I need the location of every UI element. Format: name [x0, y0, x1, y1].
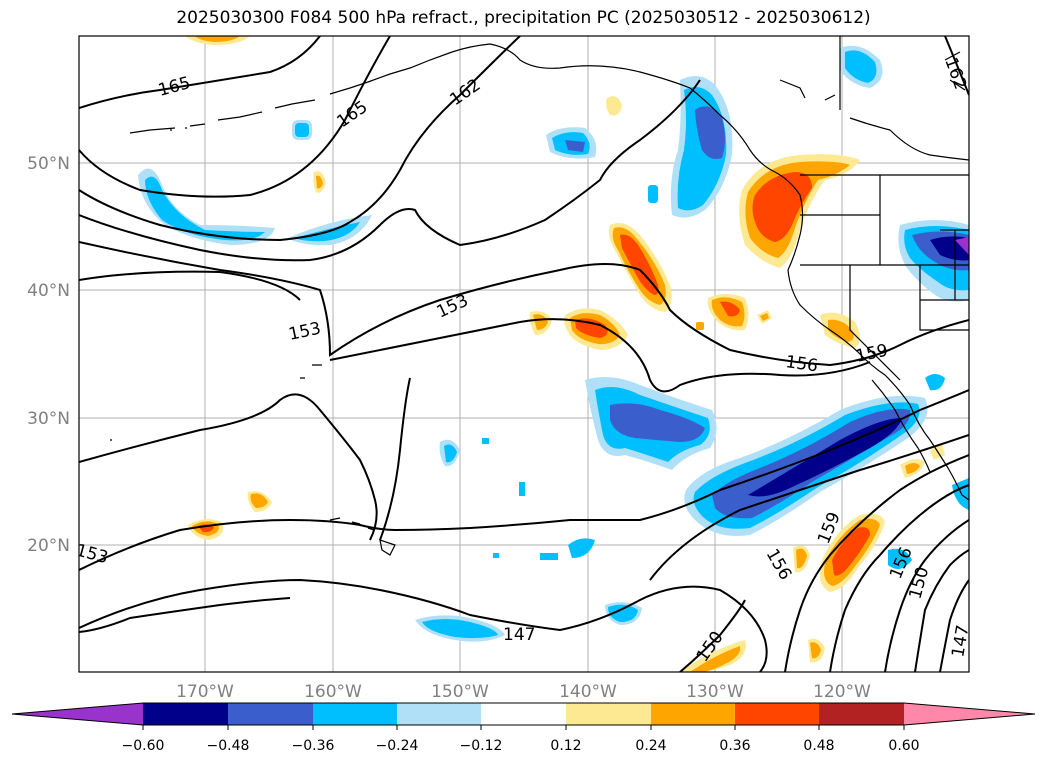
- contour-label: 156: [784, 352, 819, 376]
- colorbar-bin: [481, 703, 566, 725]
- colorbar-bin: [819, 703, 904, 725]
- lon-label-140w: 140°W: [559, 682, 617, 702]
- precip-negative-shading: [138, 45, 969, 642]
- colorbar-bin: [228, 703, 313, 725]
- colorbar-extend-low: [12, 703, 143, 725]
- colorbar-tick-label: −0.12: [460, 738, 503, 754]
- lat-labels: 50°N 40°N 30°N 20°N: [27, 154, 70, 556]
- lat-label-50n: 50°N: [27, 154, 70, 174]
- map-border: [78, 35, 970, 673]
- colorbar-tick-label: 0.24: [635, 738, 666, 754]
- colorbar-bin: [651, 703, 735, 725]
- colorbar-tick-label: 0.36: [719, 738, 750, 754]
- colorbar-tick-label: 0.48: [803, 738, 834, 754]
- colorbar-tick-label: −0.24: [376, 738, 419, 754]
- colorbar-tick-label: −0.48: [207, 738, 250, 754]
- lon-label-170w: 170°W: [176, 682, 234, 702]
- lon-label-150w: 150°W: [431, 682, 489, 702]
- colorbar-tick-label: −0.36: [292, 738, 335, 754]
- contour-label: 147: [948, 623, 973, 658]
- colorbar-ticks: [142, 725, 905, 730]
- lat-label-20n: 20°N: [27, 536, 70, 556]
- colorbar-tick-label: 0.60: [888, 738, 919, 754]
- colorbar-bin: [397, 703, 481, 725]
- colorbar: −0.60 −0.48 −0.36 −0.24 −0.12 0.12 0.24 …: [11, 702, 1036, 754]
- colorbar-tick-label: 0.12: [550, 738, 581, 754]
- lat-label-40n: 40°N: [27, 281, 70, 301]
- colorbar-extend-high: [904, 703, 1035, 725]
- height-contours: [79, 36, 969, 672]
- contour-label: 147: [503, 625, 535, 645]
- lat-label-30n: 30°N: [27, 409, 70, 429]
- colorbar-bin: [566, 703, 651, 725]
- lon-label-160w: 160°W: [304, 682, 362, 702]
- precip-positive-shading: [185, 36, 945, 672]
- colorbar-bin: [143, 703, 228, 725]
- figure-title: 2025030300 F084 500 hPa refract., precip…: [176, 8, 871, 28]
- lon-label-130w: 130°W: [686, 682, 744, 702]
- lon-label-120w: 120°W: [813, 682, 871, 702]
- colorbar-bin: [313, 703, 397, 725]
- colorbar-tick-label: −0.60: [122, 738, 165, 754]
- lon-labels: 170°W 160°W 150°W 140°W 130°W 120°W: [176, 682, 871, 702]
- colorbar-bin: [735, 703, 819, 725]
